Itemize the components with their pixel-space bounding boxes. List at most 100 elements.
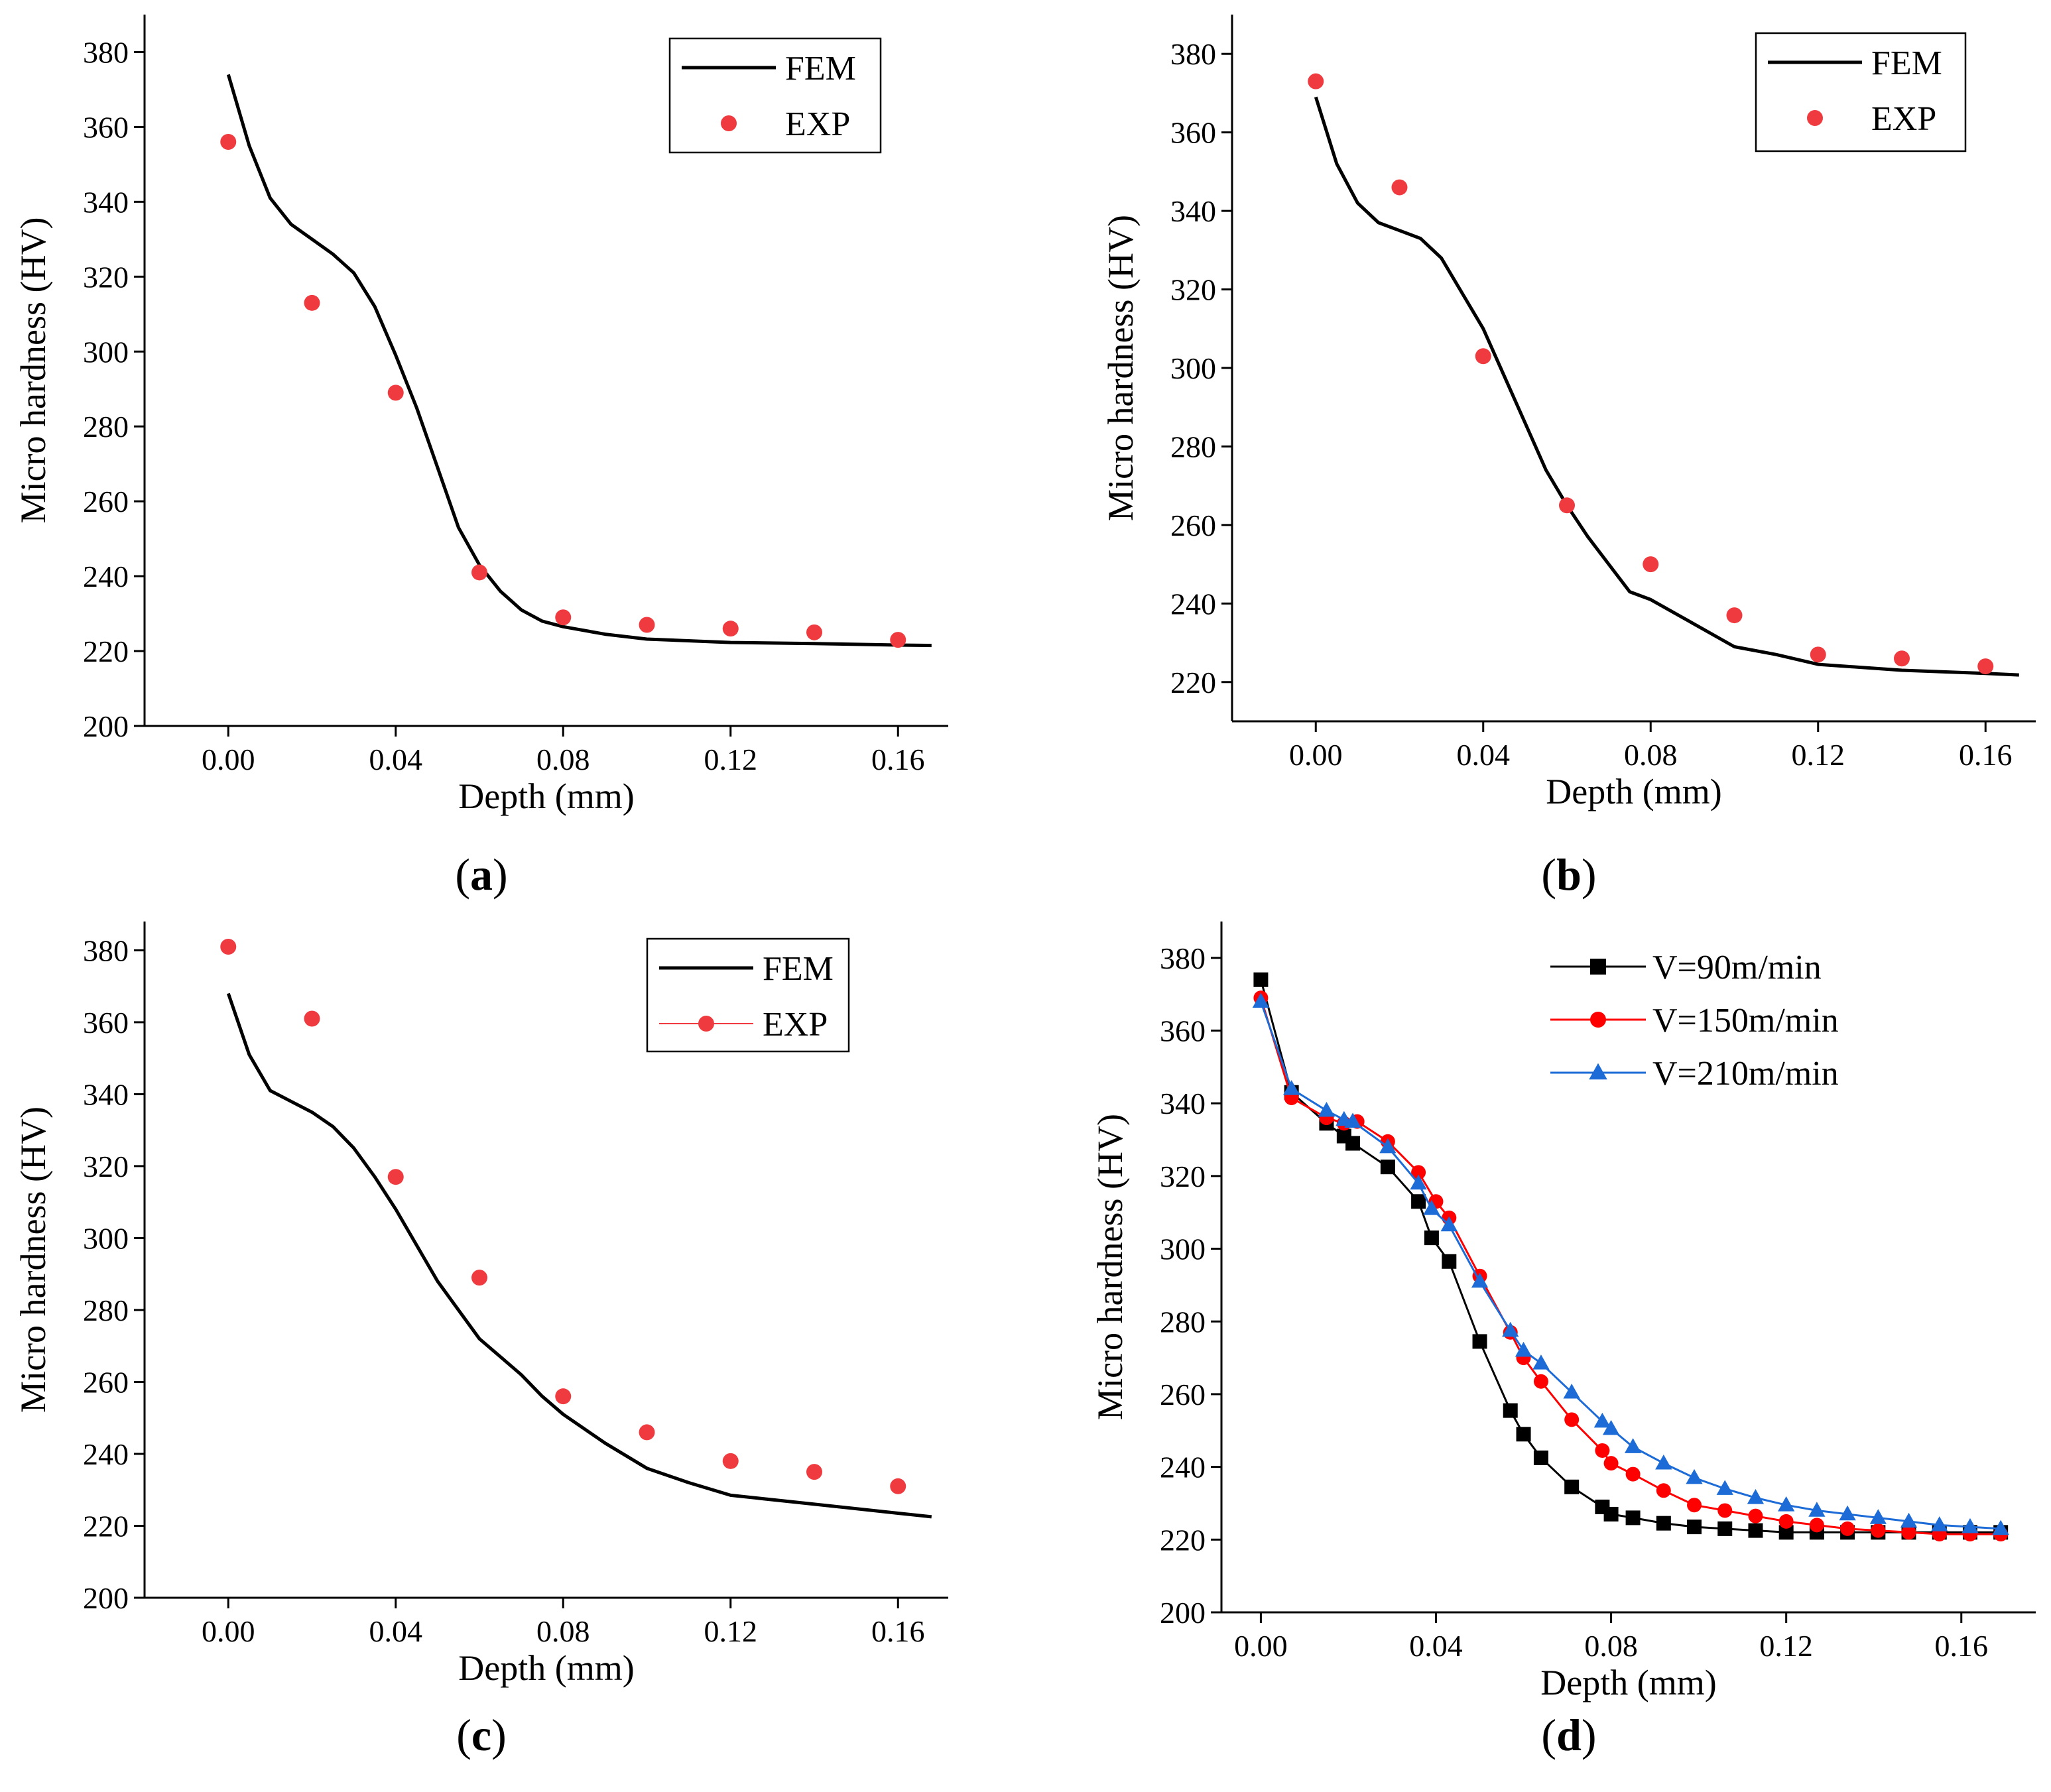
y-tick-label: 360 (1170, 116, 1216, 150)
legend-marker (1590, 959, 1606, 975)
series-line (226, 992, 932, 1519)
y-tick-label: 340 (83, 1077, 129, 1111)
data-marker (1686, 1468, 1703, 1484)
y-tick-label: 200 (1160, 1596, 1206, 1630)
data-marker (1778, 1496, 1795, 1512)
panel-label-paren-close: ) (1582, 849, 1597, 900)
data-point (722, 621, 739, 637)
chart-panel-d: 200 220 240 260 280 300 320 340 360 380 0.00 0.04 0.… (1090, 922, 2036, 1760)
chart-panel-c: 200 220 240 260 280 300 320 340 360 380 0.00 0.04 0.… (13, 922, 948, 1760)
data-marker (1253, 972, 1269, 987)
panel-label-paren-open: ( (456, 1710, 471, 1760)
panel-label-paren-open: ( (455, 849, 470, 900)
y-tick-label: 240 (1160, 1451, 1206, 1484)
data-marker (1809, 1518, 1824, 1533)
y-tick-label: 300 (1170, 351, 1216, 385)
y-tick-label: 320 (1170, 273, 1216, 307)
series-v-90m-min (1253, 972, 2009, 1540)
series-fem (226, 992, 932, 1519)
legend-label: EXP (785, 105, 850, 143)
legend-box (646, 937, 850, 1053)
x-tick-label: 0.00 (202, 743, 255, 776)
y-tick-label: 300 (1160, 1232, 1206, 1266)
data-point (220, 938, 237, 955)
data-point (555, 1388, 572, 1405)
chart-panel-b: 220 240 260 280 300 320 340 360 380 0.00 0.04 0.08 0… (1101, 15, 2036, 900)
legend-label: EXP (1871, 100, 1936, 138)
data-marker (1344, 1112, 1361, 1128)
data-marker (1593, 1412, 1611, 1428)
data-marker (1808, 1502, 1826, 1517)
y-tick-label: 360 (83, 110, 129, 144)
panel-label-letter: d (1556, 1710, 1582, 1760)
panel-label-letter: c (471, 1710, 491, 1760)
data-point (1894, 650, 1910, 667)
data-marker (1961, 1518, 1979, 1533)
legend-label: EXP (763, 1006, 828, 1044)
x-tick-label: 0.12 (1792, 738, 1845, 772)
y-tick-label: 380 (1160, 941, 1206, 975)
legend-marker (1589, 1063, 1607, 1080)
y-tick-label: 200 (83, 1581, 129, 1615)
data-marker (1515, 1341, 1532, 1357)
legend-label: FEM (1871, 44, 1942, 82)
data-marker (1656, 1483, 1671, 1498)
x-tick-label: 0.12 (1759, 1629, 1813, 1663)
legend-label: FEM (785, 50, 856, 88)
y-tick-label: 240 (83, 1437, 129, 1471)
y-tick-label: 380 (83, 933, 129, 967)
data-marker (1533, 1374, 1548, 1389)
legend-label: V=90m/min (1652, 949, 1822, 986)
panel-label-letter: b (1556, 849, 1582, 900)
panel-label-paren-close: ) (491, 1710, 507, 1760)
data-marker (1602, 1419, 1620, 1435)
legend-label: V=210m/min (1652, 1055, 1839, 1093)
y-tick-label: 240 (1170, 587, 1216, 621)
y-tick-label: 200 (83, 709, 129, 743)
data-point (1475, 348, 1491, 365)
x-tick-label: 0.16 (1935, 1629, 1989, 1663)
x-tick-label: 0.00 (202, 1614, 255, 1648)
data-marker (1502, 1321, 1519, 1337)
data-point (1977, 658, 1994, 675)
legend-label: FEM (763, 950, 834, 988)
series-exp (1308, 73, 1994, 675)
y-tick-label: 360 (1160, 1014, 1206, 1048)
panel-label: (b) (1541, 849, 1596, 900)
data-marker (1624, 1438, 1642, 1453)
x-tick-label: 0.04 (1457, 738, 1511, 772)
panel-label: (c) (456, 1710, 507, 1760)
data-marker (1778, 1525, 1794, 1540)
x-tick-label: 0.08 (536, 1614, 590, 1648)
y-tick-label: 260 (83, 1365, 129, 1399)
x-tick-label: 0.16 (871, 743, 925, 776)
data-marker (1931, 1516, 1948, 1531)
y-tick-label: 220 (1160, 1523, 1206, 1557)
y-tick-label: 280 (1160, 1305, 1206, 1339)
x-axis-label: Depth (mm) (458, 776, 634, 816)
data-marker (1472, 1334, 1487, 1349)
data-marker (1563, 1384, 1580, 1399)
data-point (387, 385, 404, 401)
legend: V=90m/min V=150m/min V=210m/min (1550, 949, 1839, 1093)
legend-box (668, 37, 882, 154)
data-point (471, 564, 487, 581)
data-marker (1778, 1514, 1794, 1529)
y-tick-label: 320 (83, 260, 129, 294)
data-marker (1871, 1523, 1886, 1538)
data-point (722, 1453, 739, 1469)
data-marker (1411, 1165, 1426, 1180)
data-point (304, 1010, 320, 1027)
data-point (1308, 73, 1324, 90)
legend-box (1755, 32, 1967, 152)
y-tick-label: 320 (1160, 1160, 1206, 1193)
x-tick-label: 0.04 (369, 743, 423, 776)
data-marker (1503, 1403, 1518, 1418)
legend-marker (721, 115, 737, 131)
y-axis-label: Micro hardness (HV) (1090, 1114, 1130, 1420)
panel-label-paren-close: ) (493, 849, 508, 900)
panel-label-paren-open: ( (1541, 849, 1556, 900)
data-marker (1595, 1443, 1610, 1458)
panel-label: (d) (1541, 1710, 1596, 1760)
y-tick-label: 280 (83, 410, 129, 444)
